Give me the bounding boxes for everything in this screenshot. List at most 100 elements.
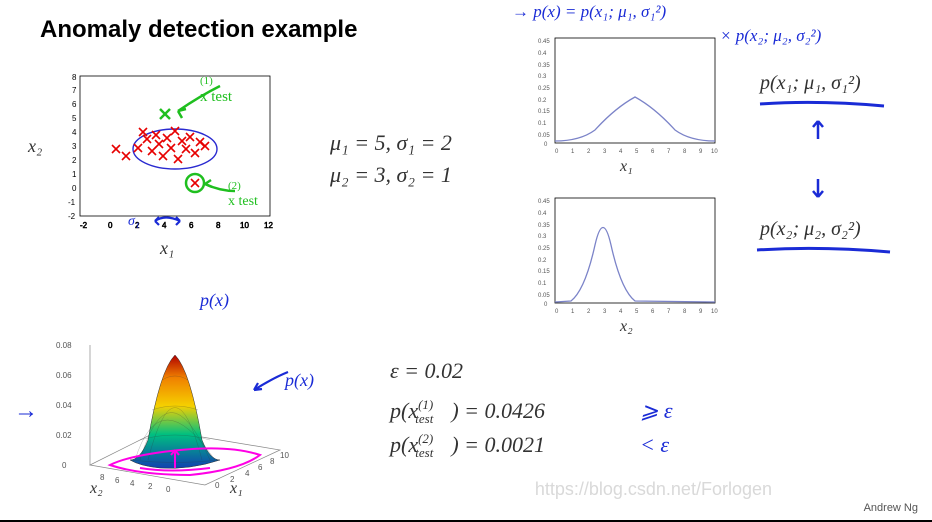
svg-text:7: 7 <box>667 149 671 155</box>
surface-plot: 00.020.04 0.060.08 86420 0246810 x₂ x₁ <box>40 310 300 500</box>
svg-text:10: 10 <box>280 451 289 460</box>
svg-text:8: 8 <box>270 457 275 466</box>
svg-text:6: 6 <box>651 309 655 315</box>
mu-sigma-1: μ₁ = 5, σ₁ = 2 <box>330 130 452 156</box>
svg-text:12: 12 <box>264 221 273 230</box>
test2-label: (2) x test <box>228 178 258 210</box>
svg-text:1: 1 <box>72 170 77 179</box>
svg-text:8: 8 <box>683 309 687 315</box>
svg-text:1: 1 <box>571 309 575 315</box>
svg-text:4: 4 <box>162 221 167 230</box>
surface-x2: x₂ <box>90 480 103 498</box>
svg-text:0: 0 <box>215 481 220 490</box>
svg-text:4: 4 <box>72 128 77 137</box>
gauss1-xlabel: x₁ <box>620 158 633 176</box>
svg-text:0.1: 0.1 <box>538 281 547 287</box>
svg-text:0.2: 0.2 <box>538 98 547 104</box>
svg-text:0: 0 <box>544 302 548 308</box>
svg-text:0.02: 0.02 <box>56 431 72 440</box>
svg-text:0.45: 0.45 <box>538 199 550 205</box>
cmp1: ⩾ ε <box>640 398 673 424</box>
test1-label: (1) x test <box>200 72 232 106</box>
p-test2: p(x(2)test) = 0.0021 <box>390 432 545 457</box>
svg-text:0.04: 0.04 <box>56 401 72 410</box>
svg-text:-2: -2 <box>80 221 88 230</box>
gaussian-x1: 0.450.40.35 0.30.250.2 0.150.10.050 0123… <box>530 30 720 160</box>
svg-text:2: 2 <box>148 482 153 491</box>
px-hand-top: p(x) <box>200 290 229 311</box>
svg-text:4: 4 <box>130 479 135 488</box>
svg-text:3: 3 <box>72 142 77 151</box>
scatter-plot: -202 468 1012 -2-10 123 456 78 <box>50 66 280 236</box>
svg-text:6: 6 <box>72 100 77 109</box>
svg-text:6: 6 <box>258 463 263 472</box>
scatter-ylabel: x₂ <box>28 136 42 157</box>
svg-text:2: 2 <box>72 156 77 165</box>
svg-text:2: 2 <box>587 309 591 315</box>
svg-text:0: 0 <box>62 461 67 470</box>
page-title: Anomaly detection example <box>40 16 357 44</box>
p-test1: p(x(1)test) = 0.0426 <box>390 398 545 423</box>
gauss2-xlabel: x₂ <box>620 318 633 336</box>
svg-text:0.06: 0.06 <box>56 371 72 380</box>
svg-text:0.05: 0.05 <box>538 133 550 139</box>
svg-text:4: 4 <box>619 149 623 155</box>
svg-text:-1: -1 <box>68 198 76 207</box>
svg-text:6: 6 <box>651 149 655 155</box>
svg-text:0.08: 0.08 <box>56 341 72 350</box>
svg-text:0.35: 0.35 <box>538 63 550 69</box>
svg-text:0: 0 <box>108 221 113 230</box>
svg-text:5: 5 <box>635 149 639 155</box>
footer-credit: Andrew Ng <box>864 502 918 514</box>
product-formula-2: × p(x₂; μ₂, σ₂²) <box>720 26 821 46</box>
svg-text:0.3: 0.3 <box>538 234 547 240</box>
svg-text:9: 9 <box>699 149 703 155</box>
svg-text:8: 8 <box>216 221 221 230</box>
gaussian-x2: 0.45 0.4 0.35 0.3 0.25 0.2 0.15 0.1 0.05 0 0 1 2 3… <box>530 190 720 320</box>
svg-text:6: 6 <box>115 476 120 485</box>
svg-text:6: 6 <box>189 221 194 230</box>
gauss2-formula: p(x₂; μ₂, σ₂²) <box>760 218 861 241</box>
svg-text:0.25: 0.25 <box>538 86 550 92</box>
svg-text:3: 3 <box>603 149 607 155</box>
svg-text:10: 10 <box>240 221 249 230</box>
svg-text:0: 0 <box>166 485 171 494</box>
svg-text:0.15: 0.15 <box>538 109 550 115</box>
svg-text:5: 5 <box>635 309 639 315</box>
svg-text:8: 8 <box>683 149 687 155</box>
svg-text:9: 9 <box>699 309 703 315</box>
svg-text:0: 0 <box>555 149 559 155</box>
svg-text:10: 10 <box>711 309 718 315</box>
svg-text:0.15: 0.15 <box>538 269 550 275</box>
svg-text:10: 10 <box>711 149 718 155</box>
svg-text:4: 4 <box>619 309 623 315</box>
svg-text:0.4: 0.4 <box>538 211 547 217</box>
svg-text:0.05: 0.05 <box>538 293 550 299</box>
svg-text:0.35: 0.35 <box>538 223 550 229</box>
gauss1-formula: p(x₁; μ₁, σ₁²) <box>760 72 861 95</box>
epsilon-line: ε = 0.02 <box>390 358 463 384</box>
watermark: https://blog.csdn.net/Forlogen <box>535 479 772 500</box>
svg-text:0.3: 0.3 <box>538 74 547 80</box>
cmp2: < ε <box>640 432 669 458</box>
svg-text:5: 5 <box>72 114 77 123</box>
scatter-xlabel: x₁ <box>160 238 174 259</box>
svg-text:0: 0 <box>555 309 559 315</box>
sigma-hand: σ₁ <box>128 214 140 230</box>
svg-text:2: 2 <box>587 149 591 155</box>
svg-text:4: 4 <box>245 469 250 478</box>
svg-text:7: 7 <box>72 86 77 95</box>
svg-text:-2: -2 <box>68 212 76 221</box>
surface-x1: x₁ <box>230 480 243 498</box>
svg-text:0.25: 0.25 <box>538 246 550 252</box>
svg-text:8: 8 <box>72 73 77 82</box>
svg-text:0.4: 0.4 <box>538 51 547 57</box>
svg-text:0.1: 0.1 <box>538 121 547 127</box>
svg-text:0: 0 <box>72 184 77 193</box>
svg-text:0.45: 0.45 <box>538 39 550 45</box>
svg-text:3: 3 <box>603 309 607 315</box>
svg-text:7: 7 <box>667 309 671 315</box>
arrow-hand-left: → <box>14 398 38 425</box>
svg-text:0.2: 0.2 <box>538 258 547 264</box>
mu-sigma-2: μ₂ = 3, σ₂ = 1 <box>330 162 452 188</box>
